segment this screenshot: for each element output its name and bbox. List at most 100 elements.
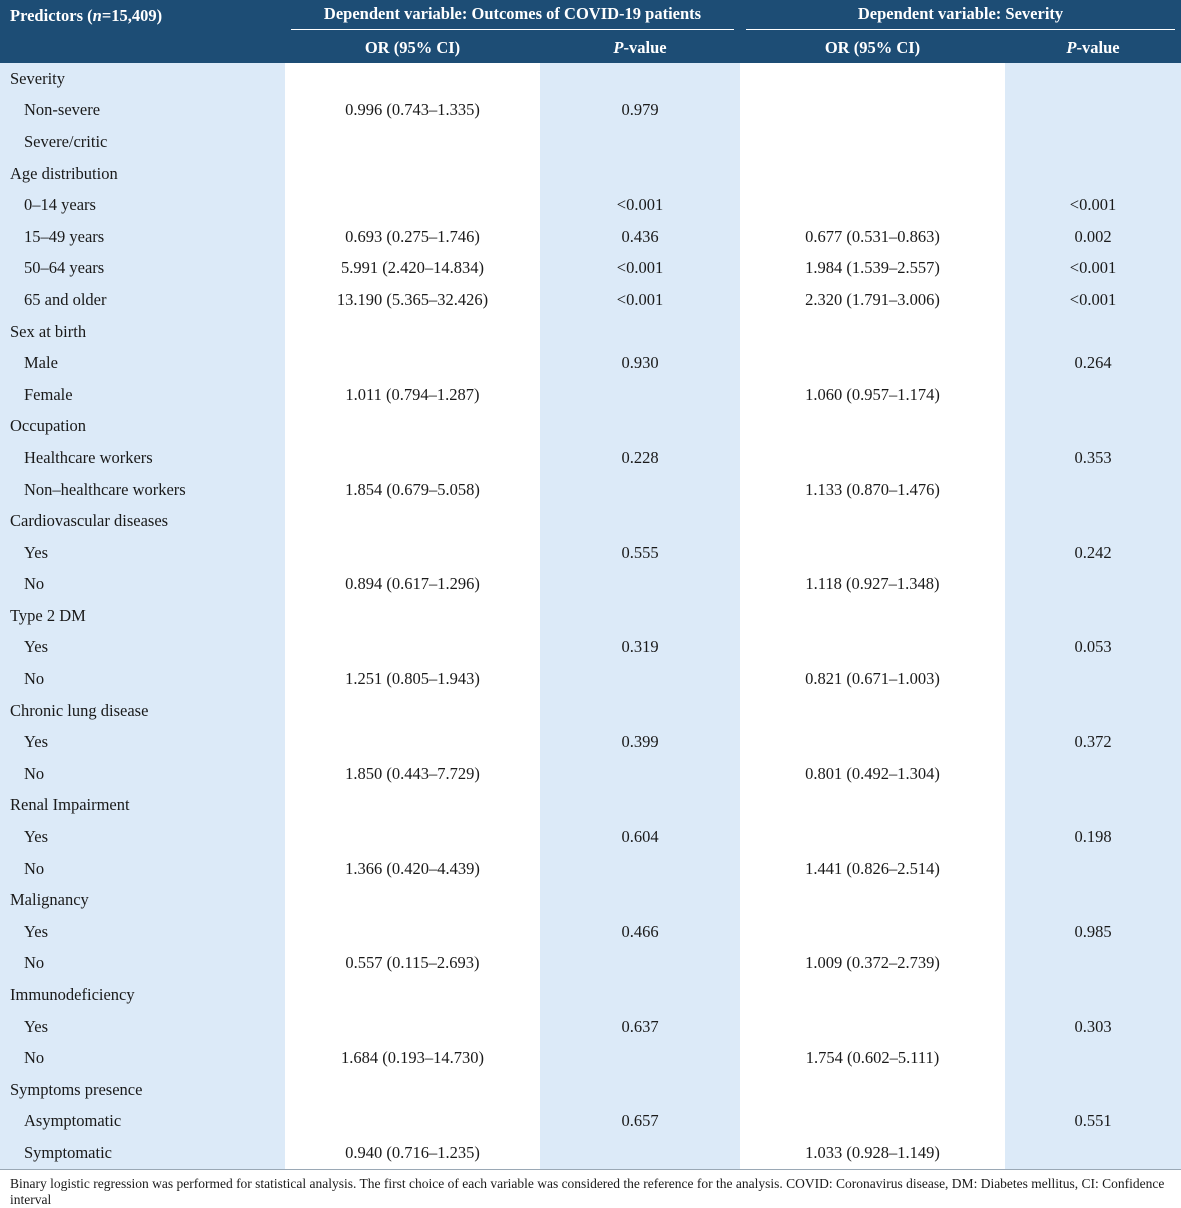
- p-severity-cell: [1005, 979, 1181, 1011]
- or-outcomes-cell: [285, 505, 540, 537]
- table-row: Yes 0.637 0.303: [0, 1010, 1181, 1043]
- p-outcomes-cell: 0.436: [540, 220, 740, 253]
- or-outcomes-cell: 0.557 (0.115–2.693): [285, 947, 540, 980]
- regression-results-table: Predictors (n=15,409) Dependent variable…: [0, 0, 1181, 1169]
- or-severity-cell: 1.984 (1.539–2.557): [740, 252, 1005, 285]
- row-label: 50–64 years: [0, 252, 285, 285]
- table-row: Healthcare workers 0.228 0.353: [0, 442, 1181, 474]
- category-label: Malignancy: [0, 884, 285, 917]
- row-label: Yes: [0, 1010, 285, 1043]
- table-row: No 0.557 (0.115–2.693) 1.009 (0.372–2.739): [0, 947, 1181, 980]
- category-row: Symptoms presence: [0, 1074, 1181, 1106]
- p-severity-cell: 0.985: [1005, 916, 1181, 948]
- p-severity-cell: 0.053: [1005, 631, 1181, 664]
- or-severity-cell: [740, 979, 1005, 1011]
- category-row: Severity: [0, 63, 1181, 95]
- p-severity-cell: <0.001: [1005, 252, 1181, 285]
- table-row: Male 0.930 0.264: [0, 347, 1181, 379]
- row-label: No: [0, 758, 285, 790]
- or-severity-cell: [740, 315, 1005, 348]
- p-severity-cell: [1005, 663, 1181, 695]
- row-label: No: [0, 852, 285, 885]
- p-outcomes-cell: 0.637: [540, 1010, 740, 1043]
- table-row: Yes 0.319 0.053: [0, 631, 1181, 664]
- p-outcomes-cell: [540, 568, 740, 601]
- p-outcomes-cell: [540, 1074, 740, 1106]
- category-row: Chronic lung disease: [0, 694, 1181, 727]
- p-severity-cell: [1005, 884, 1181, 917]
- or-severity-cell: [740, 157, 1005, 190]
- table-row: No 1.850 (0.443–7.729) 0.801 (0.492–1.304): [0, 758, 1181, 790]
- category-row: Renal Impairment: [0, 789, 1181, 822]
- p-severity-cell: [1005, 410, 1181, 443]
- table-row: Yes 0.466 0.985: [0, 916, 1181, 948]
- table-row: No 1.366 (0.420–4.439) 1.441 (0.826–2.514): [0, 852, 1181, 885]
- predictors-n: n: [92, 6, 102, 25]
- or-outcomes-cell: 5.991 (2.420–14.834): [285, 252, 540, 285]
- or-outcomes-cell: [285, 315, 540, 348]
- p-severity-cell: [1005, 94, 1181, 127]
- category-row: Immunodeficiency: [0, 979, 1181, 1011]
- or-outcomes-cell: [285, 536, 540, 569]
- or-outcomes-cell: [285, 126, 540, 158]
- row-label: Healthcare workers: [0, 442, 285, 474]
- table-row: 15–49 years 0.693 (0.275–1.746) 0.436 0.677…: [0, 220, 1181, 253]
- or-outcomes-cell: 1.251 (0.805–1.943): [285, 663, 540, 695]
- or-severity-cell: 1.060 (0.957–1.174): [740, 378, 1005, 411]
- predictors-header: Predictors (n=15,409): [0, 0, 285, 32]
- p-severity-cell: 0.372: [1005, 726, 1181, 759]
- or-outcomes-cell: [285, 1010, 540, 1043]
- p-severity-cell: 0.264: [1005, 347, 1181, 379]
- table-row: Yes 0.555 0.242: [0, 536, 1181, 569]
- p-outcomes-cell: 0.466: [540, 916, 740, 948]
- p-severity-cell: 0.198: [1005, 821, 1181, 853]
- or-outcomes-cell: [285, 631, 540, 664]
- table-row: Female 1.011 (0.794–1.287) 1.060 (0.957–1.…: [0, 378, 1181, 411]
- row-label: Male: [0, 347, 285, 379]
- or-severity-cell: 1.118 (0.927–1.348): [740, 568, 1005, 601]
- or-outcomes-cell: [285, 410, 540, 443]
- or-outcomes-cell: [285, 442, 540, 474]
- or-severity-cell: [740, 1105, 1005, 1138]
- table-row: Asymptomatic 0.657 0.551: [0, 1105, 1181, 1138]
- category-label: Occupation: [0, 410, 285, 443]
- p-outcomes-cell: [540, 789, 740, 822]
- or-severity-cell: [740, 63, 1005, 95]
- p-outcomes-cell: [540, 378, 740, 411]
- row-label: Female: [0, 378, 285, 411]
- p-severity-cell: [1005, 1137, 1181, 1169]
- group-header-severity: Dependent variable: Severity: [740, 0, 1181, 32]
- table-row: Yes 0.604 0.198: [0, 821, 1181, 853]
- p-severity-cell: <0.001: [1005, 189, 1181, 221]
- row-label: No: [0, 1042, 285, 1074]
- p-outcomes-cell: [540, 663, 740, 695]
- p-severity-cell: <0.001: [1005, 284, 1181, 316]
- p-severity-cell: [1005, 852, 1181, 885]
- header-row-columns: OR (95% CI) P-value OR (95% CI) P-value: [0, 32, 1181, 63]
- p-outcomes-cell: 0.399: [540, 726, 740, 759]
- or-outcomes-cell: [285, 979, 540, 1011]
- p-outcomes-cell: [540, 852, 740, 885]
- or-outcomes-cell: 0.996 (0.743–1.335): [285, 94, 540, 127]
- row-label: Non–healthcare workers: [0, 473, 285, 506]
- p-severity-cell: 0.303: [1005, 1010, 1181, 1043]
- or-severity-cell: [740, 789, 1005, 822]
- or-outcomes-cell: [285, 726, 540, 759]
- p-outcomes-cell: 0.319: [540, 631, 740, 664]
- row-label: Yes: [0, 916, 285, 948]
- category-row: Occupation: [0, 410, 1181, 443]
- table-row: No 0.894 (0.617–1.296) 1.118 (0.927–1.348): [0, 568, 1181, 601]
- row-label: 65 and older: [0, 284, 285, 316]
- p-header-severity: P-value: [1005, 32, 1181, 63]
- p-severity-cell: [1005, 126, 1181, 158]
- p-severity-cell: [1005, 694, 1181, 727]
- or-severity-cell: [740, 505, 1005, 537]
- or-outcomes-cell: [285, 821, 540, 853]
- or-severity-cell: 0.821 (0.671–1.003): [740, 663, 1005, 695]
- p-outcomes-cell: <0.001: [540, 189, 740, 221]
- or-severity-cell: [740, 536, 1005, 569]
- category-row: Malignancy: [0, 884, 1181, 917]
- header-blank: [0, 32, 285, 63]
- or-severity-cell: [740, 410, 1005, 443]
- or-severity-cell: 0.677 (0.531–0.863): [740, 220, 1005, 253]
